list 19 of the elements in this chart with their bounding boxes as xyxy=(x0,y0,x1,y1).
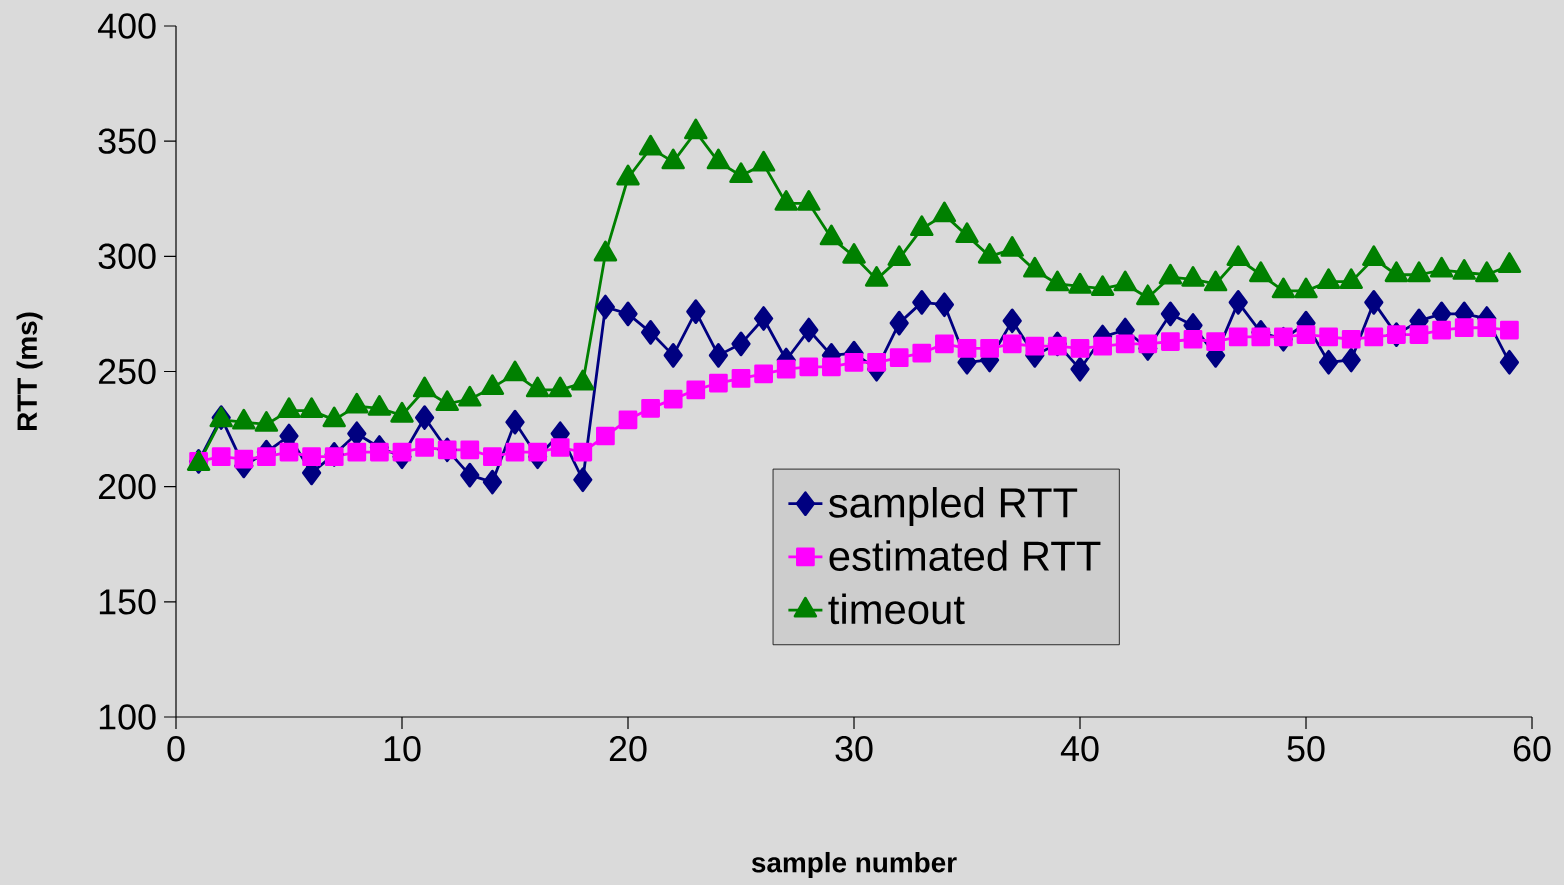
x-tick-label: 20 xyxy=(609,735,647,762)
x-axis-title: sample number xyxy=(751,851,957,878)
x-tick-label: 10 xyxy=(384,735,421,762)
y-tick-label: 250 xyxy=(98,358,156,385)
x-tick-label: 60 xyxy=(1513,735,1551,762)
y-tick-label: 400 xyxy=(97,13,156,39)
y-axis-title: RTT (ms) xyxy=(16,312,43,431)
y-tick-label: 100 xyxy=(99,704,156,730)
x-tick-label: 30 xyxy=(835,735,873,762)
legend-label: sampled RTT xyxy=(828,487,1078,527)
y-tick-label: 350 xyxy=(98,128,156,154)
y-tick-label: 300 xyxy=(98,243,156,270)
legend-label: timeout xyxy=(828,593,965,625)
legend-label: estimated RTT xyxy=(829,540,1101,571)
x-tick-label: 0 xyxy=(167,735,185,762)
y-tick-label: 150 xyxy=(99,589,156,615)
y-tick-label: 200 xyxy=(98,473,156,500)
x-tick-label: 50 xyxy=(1287,735,1325,762)
x-tick-label: 40 xyxy=(1060,735,1099,762)
